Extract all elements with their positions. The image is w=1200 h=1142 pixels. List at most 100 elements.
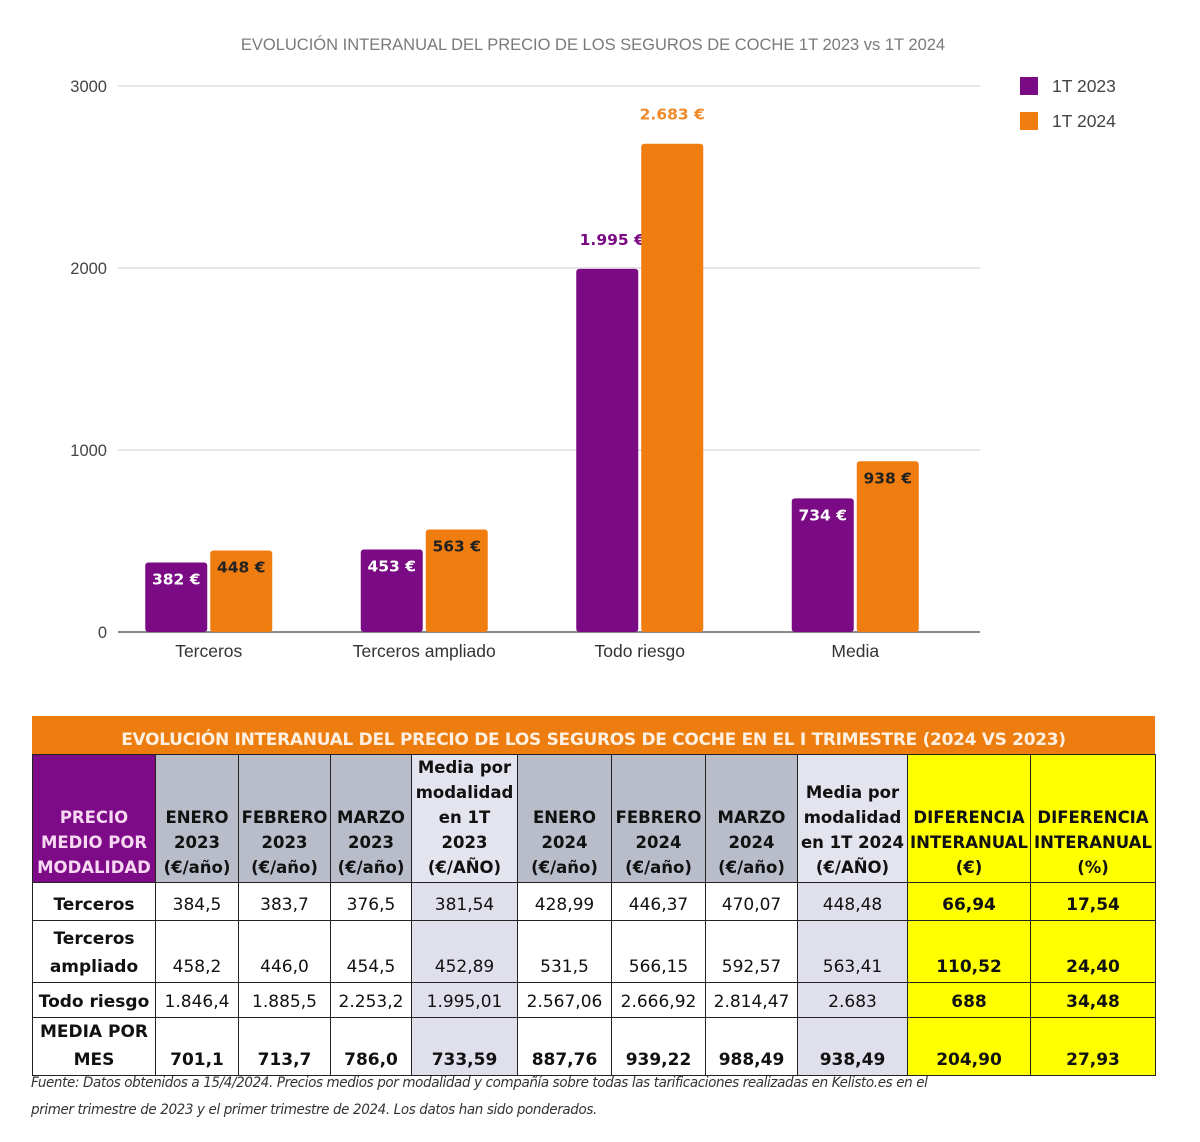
header-line: INTERANUAL	[910, 833, 1028, 852]
table-cell: 2.814,47	[705, 982, 798, 1018]
table-cell: 452,89	[411, 920, 518, 983]
header-line: PRECIO	[59, 808, 129, 827]
header-line: Media por	[417, 758, 512, 777]
header-line: modalidad	[803, 808, 902, 827]
header-line: DIFERENCIA	[1037, 808, 1149, 827]
row-label: Todo riesgo	[32, 982, 156, 1018]
table-cell: 446,0	[238, 920, 331, 983]
table-cell: 27,93	[1030, 1017, 1156, 1076]
bar-1t-2023-1	[360, 549, 423, 632]
table-cell: 887,76	[517, 1017, 612, 1076]
table-row: Terceros ampliado 458,2 446,0 454,5 452,89 531…	[32, 920, 1156, 983]
table-cell: 938,49	[797, 1017, 908, 1076]
header-line: MODALIDAD	[37, 858, 151, 877]
table-cell: 384,5	[155, 882, 239, 921]
table-cell: 110,52	[907, 920, 1031, 983]
bar-1t-2023-3	[791, 498, 854, 632]
column-header: MARZO 2024 (€/año)	[705, 754, 798, 883]
header-line: (€/AÑO)	[815, 858, 890, 877]
column-header: MARZO 2023 (€/año)	[330, 754, 412, 883]
x-tick-label: Terceros ampliado	[353, 641, 496, 661]
table-cell: 713,7	[238, 1017, 331, 1076]
header-line: (€/año)	[718, 858, 785, 877]
header-line: en 1T 2024	[800, 833, 905, 852]
header-line: en 1T 2023	[438, 808, 491, 852]
table-cell: 454,5	[330, 920, 412, 983]
data-label: 448 €	[217, 558, 266, 576]
row-label-line: MES	[73, 1050, 115, 1070]
source-note: Fuente: Datos obtenidos a 15/4/2024. Pre…	[31, 1070, 1073, 1124]
table-cell: 428,99	[517, 882, 612, 921]
table-row: Terceros 384,5 383,7 376,5 381,54 428,99 446,3…	[32, 882, 1156, 921]
row-label-line: Terceros	[53, 929, 135, 949]
data-label: 2.683 €	[640, 106, 705, 124]
header-line: ENERO	[165, 808, 229, 827]
y-tick-label: 1000	[70, 442, 107, 460]
data-label: 453 €	[367, 558, 416, 576]
header-line: 2024	[541, 833, 588, 852]
header-line: (€/año)	[163, 858, 231, 877]
y-tick-label: 2000	[70, 260, 107, 278]
header-line: 2023	[174, 833, 220, 852]
column-header: ENERO 2024 (€/año)	[517, 754, 612, 883]
table-cell: 17,54	[1030, 882, 1156, 921]
bar-1t-2024-2	[641, 143, 704, 632]
table-cell: 470,07	[705, 882, 798, 921]
table-cell: 939,22	[611, 1017, 706, 1076]
header-line: 2023	[261, 833, 308, 852]
column-header: Media por modalidad en 1T 2023 (€/AÑO)	[411, 754, 518, 883]
table-cell: 376,5	[330, 882, 412, 921]
y-tick-label: 0	[98, 624, 107, 642]
header-line: 2024	[635, 833, 682, 852]
table-cell: 66,94	[907, 882, 1031, 921]
header-line: (€/año)	[251, 858, 318, 877]
header-line: INTERANUAL	[1034, 833, 1152, 852]
header-line: Media por	[805, 783, 900, 802]
data-label: 938 €	[863, 469, 912, 487]
source-line-2: primer trimestre de 2023 y el primer tri…	[31, 1102, 597, 1118]
header-row: PRECIO MEDIO POR MODALIDAD ENERO 2023 (€/año)…	[32, 754, 1156, 883]
data-label: 734 €	[798, 506, 847, 524]
header-line: MEDIO POR	[40, 833, 148, 852]
legend-label: 1T 2023	[1052, 76, 1116, 96]
table-cell: 2.253,2	[330, 982, 412, 1018]
bar-1t-2023-0	[145, 562, 208, 632]
bar-1t-2024-3	[856, 461, 919, 632]
table-cell: 531,5	[517, 920, 612, 983]
column-header: DIFERENCIA INTERANUAL (%)	[1030, 754, 1156, 883]
chart-title: EVOLUCIÓN INTERANUAL DEL PRECIO DE LOS S…	[241, 35, 945, 54]
x-tick-label: Media	[831, 641, 879, 661]
table-cell: 701,1	[155, 1017, 239, 1076]
header-line: (€/año)	[625, 858, 692, 877]
header-line: ENERO	[532, 808, 597, 827]
header-line: DIFERENCIA	[913, 808, 1025, 827]
header-line: 2024	[728, 833, 775, 852]
data-label: 563 €	[432, 538, 481, 556]
header-line: FEBRERO	[241, 808, 328, 827]
table-cell: 446,37	[611, 882, 706, 921]
row-label-line: Todo riesgo	[38, 992, 150, 1012]
row-label-line: MEDIA POR	[39, 1022, 149, 1042]
column-header: FEBRERO 2023 (€/año)	[238, 754, 331, 883]
header-line: (€/año)	[531, 858, 598, 877]
row-label: Terceros ampliado	[32, 920, 156, 983]
row-label: MEDIA POR MES	[32, 1017, 156, 1076]
legend-swatch	[1020, 112, 1038, 130]
bar-chart: EVOLUCIÓN INTERANUAL DEL PRECIO DE LOS S…	[70, 35, 1116, 661]
table-cell: 204,90	[907, 1017, 1031, 1076]
header-line: MARZO	[717, 808, 786, 827]
source-line-1: Fuente: Datos obtenidos a 15/4/2024. Pre…	[31, 1075, 928, 1091]
column-header: ENERO 2023 (€/año)	[155, 754, 239, 883]
legend-label: 1T 2024	[1052, 111, 1116, 131]
table-cell: 1.846,4	[155, 982, 239, 1018]
table-row: Todo riesgo 1.846,4 1.885,5 2.253,2 1.995,01…	[32, 982, 1156, 1018]
table-cell: 381,54	[411, 882, 518, 921]
table-cell: 988,49	[705, 1017, 798, 1076]
data-label: 382 €	[152, 570, 201, 588]
table-cell: 688	[907, 982, 1031, 1018]
bar-1t-2024-1	[425, 529, 488, 632]
header-line: MARZO	[337, 808, 405, 827]
header-line: modalidad	[415, 783, 514, 802]
header-line: FEBRERO	[615, 808, 702, 827]
bar-1t-2024-0	[210, 550, 273, 632]
